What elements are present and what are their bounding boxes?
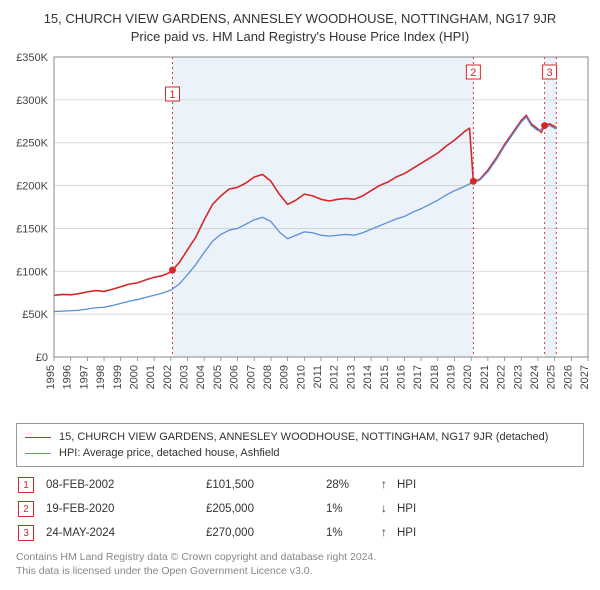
sale-pct: 28% <box>326 479 381 491</box>
legend-item: 15, CHURCH VIEW GARDENS, ANNESLEY WOODHO… <box>25 429 575 445</box>
x-tick-label: 2009 <box>279 365 291 389</box>
sale-row: 1 08-FEB-2002£101,50028%↑HPI <box>16 473 584 497</box>
title-line-2: Price paid vs. HM Land Registry's House … <box>6 28 594 46</box>
x-tick-label: 2013 <box>345 365 357 389</box>
y-tick-label: £0 <box>36 352 48 364</box>
y-tick-label: £50K <box>22 309 48 321</box>
sale-date: 24-MAY-2024 <box>46 527 206 539</box>
x-tick-label: 2006 <box>229 365 241 389</box>
x-tick-label: 2004 <box>195 365 207 389</box>
x-tick-label: 2000 <box>128 365 140 389</box>
sale-row-marker: 2 <box>18 501 34 517</box>
sales-table: 108-FEB-2002£101,50028%↑HPI219-FEB-2020£… <box>16 473 584 545</box>
x-tick-label: 1997 <box>78 365 90 389</box>
x-tick-label: 2011 <box>312 365 324 389</box>
x-tick-label: 2003 <box>179 365 191 389</box>
sale-price: £101,500 <box>206 479 326 491</box>
legend-swatch <box>25 437 51 438</box>
footer-line-1: Contains HM Land Registry data © Crown c… <box>16 551 584 565</box>
sale-row: 2 19-FEB-2020£205,0001%↓HPI <box>16 497 584 521</box>
x-tick-label: 2023 <box>512 365 524 389</box>
x-tick-label: 2026 <box>562 365 574 389</box>
x-tick-label: 2010 <box>295 365 307 389</box>
x-tick-label: 2015 <box>379 365 391 389</box>
x-tick-label: 1999 <box>112 365 124 389</box>
x-tick-label: 2020 <box>462 365 474 389</box>
sale-dot <box>470 178 477 185</box>
sale-pct: 1% <box>326 527 381 539</box>
legend-label: HPI: Average price, detached house, Ashf… <box>59 447 280 459</box>
x-tick-label: 2001 <box>145 365 157 389</box>
y-tick-label: £300K <box>16 95 48 107</box>
sale-price: £270,000 <box>206 527 326 539</box>
x-tick-label: 2024 <box>529 365 541 389</box>
x-tick-label: 2027 <box>579 365 591 389</box>
owned-period-shade <box>172 57 473 357</box>
legend-box: 15, CHURCH VIEW GARDENS, ANNESLEY WOODHO… <box>16 423 584 467</box>
sale-hpi-suffix: HPI <box>397 479 416 491</box>
x-tick-label: 2021 <box>479 365 491 389</box>
legend-swatch <box>25 453 51 454</box>
sale-marker-number: 3 <box>547 67 553 79</box>
sale-dot <box>169 267 176 274</box>
y-tick-label: £100K <box>16 266 48 278</box>
legend-label: 15, CHURCH VIEW GARDENS, ANNESLEY WOODHO… <box>59 431 548 443</box>
y-tick-label: £250K <box>16 138 48 150</box>
sale-row-marker: 3 <box>18 525 34 541</box>
y-tick-label: £350K <box>16 52 48 64</box>
sale-row-marker: 1 <box>18 477 34 493</box>
sale-price: £205,000 <box>206 503 326 515</box>
x-tick-label: 2017 <box>412 365 424 389</box>
sale-date: 08-FEB-2002 <box>46 479 206 491</box>
x-tick-label: 2019 <box>446 365 458 389</box>
chart-title: 15, CHURCH VIEW GARDENS, ANNESLEY WOODHO… <box>6 10 594 45</box>
y-tick-label: £150K <box>16 224 48 236</box>
sale-marker-number: 2 <box>470 67 476 79</box>
sale-arrow-icon: ↑ <box>381 527 397 539</box>
x-tick-label: 2016 <box>395 365 407 389</box>
y-tick-label: £200K <box>16 181 48 193</box>
title-line-1: 15, CHURCH VIEW GARDENS, ANNESLEY WOODHO… <box>6 10 594 28</box>
x-tick-label: 1998 <box>95 365 107 389</box>
sale-hpi-suffix: HPI <box>397 503 416 515</box>
sale-arrow-icon: ↑ <box>381 479 397 491</box>
chart-area: £0 £50K £100K £150K £200K £250K £300K £350K 1995… <box>6 49 594 419</box>
sale-arrow-icon: ↓ <box>381 503 397 515</box>
x-tick-label: 2025 <box>546 365 558 389</box>
attribution-footer: Contains HM Land Registry data © Crown c… <box>16 551 584 578</box>
sale-row: 3 24-MAY-2024£270,0001%↑HPI <box>16 521 584 545</box>
x-tick-label: 2005 <box>212 365 224 389</box>
owned-period-shade <box>545 57 557 357</box>
sale-date: 19-FEB-2020 <box>46 503 206 515</box>
sale-dot <box>541 122 548 129</box>
x-tick-label: 2018 <box>429 365 441 389</box>
x-tick-label: 1996 <box>62 365 74 389</box>
x-tick-label: 2022 <box>496 365 508 389</box>
x-tick-label: 2002 <box>162 365 174 389</box>
sale-marker-number: 1 <box>169 89 175 101</box>
chart-svg: £0 £50K £100K £150K £200K £250K £300K £350K 1995… <box>6 49 594 419</box>
x-tick-label: 2008 <box>262 365 274 389</box>
sale-pct: 1% <box>326 503 381 515</box>
footer-line-2: This data is licensed under the Open Gov… <box>16 565 584 579</box>
sale-hpi-suffix: HPI <box>397 527 416 539</box>
x-tick-label: 1995 <box>45 365 57 389</box>
x-tick-label: 2012 <box>329 365 341 389</box>
x-tick-label: 2007 <box>245 365 257 389</box>
x-tick-label: 2014 <box>362 365 374 389</box>
legend-item: HPI: Average price, detached house, Ashf… <box>25 445 575 461</box>
